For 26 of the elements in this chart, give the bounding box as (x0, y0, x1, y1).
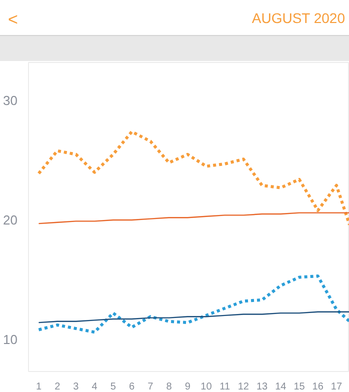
chart-title: AUGUST 2020 (252, 9, 345, 28)
x-tick-label: 16 (312, 382, 324, 392)
x-tick-label: 12 (238, 382, 250, 392)
x-tick-label: 1 (36, 382, 42, 392)
x-tick-label: 10 (200, 382, 212, 392)
text: < (8, 9, 18, 31)
line-series (38, 311, 349, 324)
x-tick-label: 4 (92, 382, 98, 392)
x-tick-label: 11 (220, 382, 230, 392)
x-tick-label: 6 (128, 382, 135, 392)
x-tick-label: 8 (166, 382, 172, 392)
x-tick-label: 5 (110, 382, 116, 392)
line-series (38, 212, 349, 224)
x-tick-label: 15 (294, 382, 306, 392)
x-tick-label: 2 (54, 382, 61, 392)
y-tick-label: 20 (3, 212, 18, 228)
x-tick-label: 13 (256, 382, 268, 392)
x-tick-label: 3 (73, 382, 80, 392)
x-tick-label: 17 (330, 382, 342, 392)
x-tick-label: 14 (275, 382, 287, 392)
line-series (37, 274, 349, 334)
x-tick-label: 9 (184, 382, 191, 392)
x-tick-label: 7 (148, 382, 154, 392)
y-tick-label: 10 (3, 332, 18, 347)
y-tick-label: 30 (3, 93, 18, 108)
line-series (37, 130, 349, 226)
